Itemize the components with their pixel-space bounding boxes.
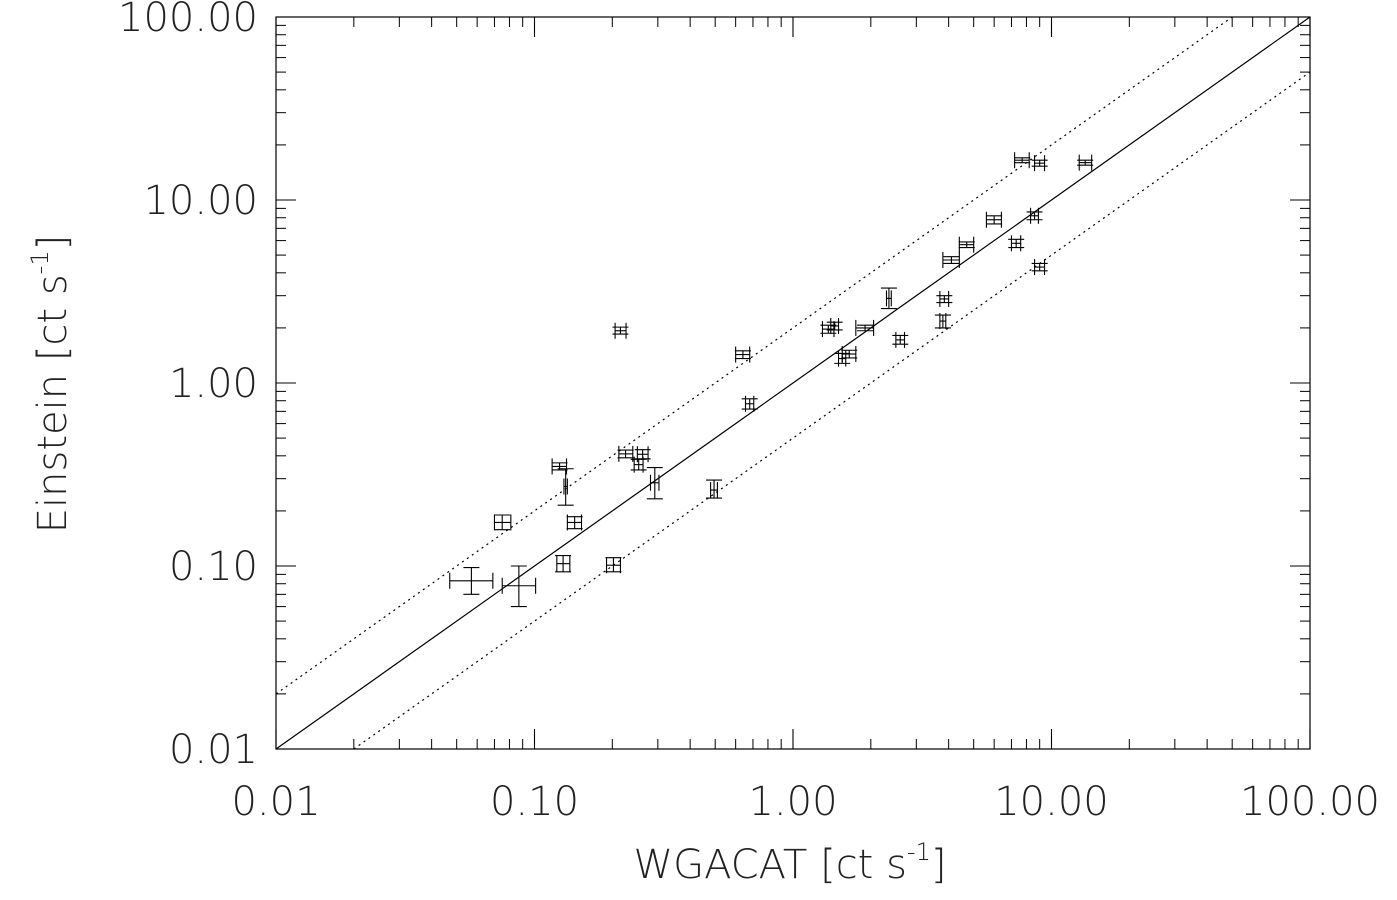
data-point (1077, 154, 1094, 171)
data-point (1031, 259, 1048, 276)
data-points (449, 152, 1094, 608)
data-point (557, 468, 574, 506)
data-point (706, 479, 723, 499)
x-tick-labels: 0.01 0.10 1.00 10.00 100.00 (231, 779, 1380, 825)
data-point (1031, 155, 1048, 172)
data-point (892, 331, 909, 348)
x-tick-label: 10.00 (994, 779, 1109, 825)
y-tick-label: 10.00 (143, 178, 258, 224)
data-point (605, 557, 622, 574)
x-tick-label: 100.00 (1240, 779, 1380, 825)
x-tick-label: 0.01 (231, 779, 320, 825)
data-point (934, 313, 951, 330)
data-point (449, 567, 494, 595)
data-point (741, 395, 758, 412)
factor-line (275, 16, 1233, 695)
y-tick-label: 1.00 (169, 361, 258, 407)
y-tick-labels: 0.01 0.10 1.00 10.00 100.00 (118, 0, 258, 773)
plot-frame (275, 16, 1311, 750)
data-point (936, 290, 953, 307)
x-tick-label: 0.10 (490, 779, 579, 825)
one-to-one-line (275, 16, 1311, 750)
x-axis-title: WGACAT [ct s-1] (634, 838, 947, 888)
data-point (958, 236, 975, 253)
y-tick-label: 100.00 (118, 0, 258, 41)
data-point (1014, 152, 1031, 169)
data-point (612, 322, 629, 339)
y-tick-label: 0.10 (169, 544, 258, 590)
data-point (566, 514, 583, 531)
data-point (985, 211, 1003, 228)
data-point (880, 287, 897, 310)
data-point (1026, 207, 1043, 224)
reference-lines (275, 16, 1311, 750)
y-axis-title: Einstein [ct s-1] (26, 235, 76, 533)
data-point (826, 317, 843, 334)
data-point (942, 252, 960, 269)
data-point (820, 321, 837, 338)
data-point (841, 346, 858, 363)
data-point (734, 346, 751, 363)
data-point (493, 514, 512, 531)
data-point (855, 319, 875, 336)
data-point (501, 565, 537, 608)
data-point (634, 446, 651, 463)
factor-line (353, 71, 1311, 750)
data-point (1008, 235, 1025, 252)
minor-ticks (276, 17, 1310, 749)
y-tick-label: 0.01 (169, 727, 258, 773)
x-tick-label: 1.00 (748, 779, 837, 825)
data-point (646, 467, 663, 500)
data-point (551, 458, 568, 475)
data-point (555, 555, 572, 573)
